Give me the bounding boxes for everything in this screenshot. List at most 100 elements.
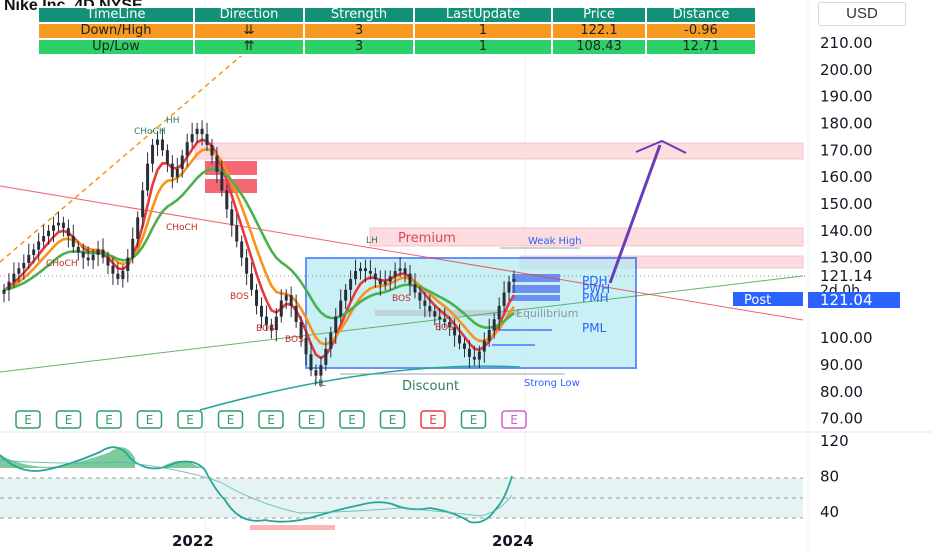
candle-body [453, 327, 457, 336]
last-price-label: 121.14 [820, 267, 873, 285]
candle-body [250, 273, 254, 290]
table-cell: Up/Low [37, 38, 195, 56]
candle-body [22, 262, 26, 269]
price-tick-label: 80.00 [820, 383, 863, 401]
price-tick-label: 170.00 [820, 141, 873, 159]
hl-label: HL [314, 379, 326, 389]
earnings-marker [298, 410, 325, 429]
candle-body [274, 316, 278, 331]
table-header-cell: Price [551, 6, 647, 24]
candle-body [269, 324, 273, 331]
price-tick-label: 190.00 [820, 88, 873, 106]
last-price-badge: 121.14 2d 0h Post 121.04 [733, 267, 900, 309]
candle-body [433, 311, 437, 317]
earnings-marker-label: E [389, 413, 397, 427]
rsi-pane [0, 446, 803, 530]
candle-body [492, 319, 496, 331]
rsi-signal-line [0, 459, 513, 517]
post-price-badge [808, 292, 900, 308]
candle-body [126, 257, 130, 272]
candle-body [17, 268, 21, 274]
table-header-cell: Distance [645, 6, 757, 24]
blue-block-3 [512, 295, 560, 301]
ema-mid-line [3, 147, 516, 346]
earnings-marker-label: E [429, 413, 437, 427]
candle-body [27, 254, 31, 263]
pml-label: PML [582, 321, 607, 335]
table-cell: 1 [413, 22, 553, 40]
choch-label-1: CHoCH [134, 127, 166, 137]
earnings-marker-label: E [227, 413, 235, 427]
candle-body [190, 134, 194, 143]
candle-body [438, 316, 442, 320]
strong-low-label: Strong Low [524, 378, 580, 389]
currency-selector[interactable]: USD [818, 2, 906, 26]
candle-body [393, 271, 397, 277]
lh-label: LH [366, 236, 378, 246]
candle-body [507, 281, 511, 293]
rsi-line [0, 446, 513, 524]
candle-body [136, 217, 140, 239]
earnings-marker-label: E [267, 413, 275, 427]
candle-body [66, 228, 70, 237]
pmh-label: PMH [582, 291, 609, 305]
earnings-marker [379, 410, 406, 429]
candle-body [487, 330, 491, 341]
price-tick-label: 180.00 [820, 114, 873, 132]
candle-body [482, 340, 486, 352]
candle-body [462, 343, 466, 349]
blue-block-1 [512, 274, 560, 282]
rsi-tick-label: 120 [820, 432, 849, 450]
price-tick-label: 200.00 [820, 61, 873, 79]
candle-body [344, 289, 348, 301]
table-cell: ⇊ [193, 22, 305, 40]
pdh-label: PDH [582, 274, 608, 288]
bos-label-5: BOS [435, 323, 454, 333]
candle-body [106, 257, 110, 266]
candle-body [180, 155, 184, 170]
candle-body [512, 279, 516, 282]
candle-body [339, 300, 343, 317]
equilibrium-label: Equilibrium [516, 307, 578, 320]
earnings-marker-label: E [105, 413, 113, 427]
grey-block [375, 310, 520, 316]
candle-body [71, 236, 75, 247]
table-header-cell: LastUpdate [413, 6, 553, 24]
post-badge [733, 292, 803, 306]
hh-label: HH [166, 116, 180, 126]
moving-averages [3, 138, 516, 360]
candle-body [467, 348, 471, 357]
candle-body [383, 281, 387, 285]
candle-body [210, 144, 214, 156]
table-cell: 3 [303, 22, 415, 40]
table-cell: ⇈ [193, 38, 305, 56]
candle-body [279, 300, 283, 317]
candle-body [363, 268, 367, 272]
candle-body [141, 190, 145, 218]
candle-body [86, 257, 90, 261]
candle-body [354, 271, 358, 280]
earnings-marker [96, 410, 122, 429]
candle-body [111, 265, 115, 274]
candle-body [245, 257, 249, 274]
candle-body [314, 370, 318, 376]
upper-resistance-zone [194, 142, 804, 160]
price-tick-label: 130.00 [820, 249, 873, 267]
table-cell: 3 [303, 38, 415, 56]
earnings-marker-label: E [24, 413, 32, 427]
candle-body [155, 139, 159, 145]
price-tick-label: 70.00 [820, 410, 863, 428]
earnings-marker [339, 410, 365, 429]
candle-body [458, 335, 462, 344]
candle-body [116, 273, 120, 280]
candle-body [131, 238, 135, 258]
candle-body [7, 281, 11, 290]
earnings-marker [420, 410, 446, 429]
blue-block-2 [512, 285, 560, 293]
candle-body [230, 209, 234, 226]
pwh-label: PWH [582, 282, 610, 296]
table-row: Up/Low ⇈ 3 1 108.43 12.71 [37, 38, 757, 56]
candle-body [96, 249, 100, 255]
